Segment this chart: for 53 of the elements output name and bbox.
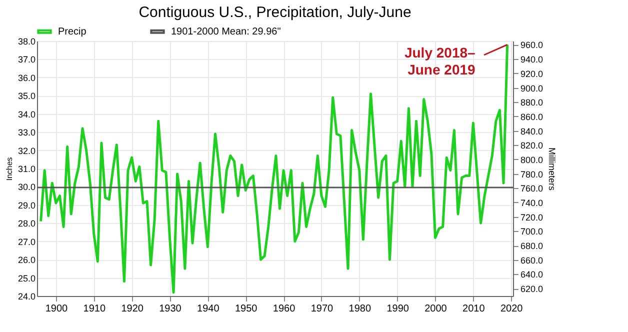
y2-tick-label: 940.0 [520, 54, 544, 65]
y2-tick-label: 820.0 [520, 140, 544, 151]
y2-tick-label: 960.0 [520, 40, 544, 50]
y-tick-label: 35.0 [18, 91, 36, 102]
y-tick-label: 36.0 [18, 72, 36, 83]
y-tick-label: 33.0 [18, 128, 36, 138]
y-tick-label: 34.0 [18, 109, 36, 120]
y2-tick-label: 920.0 [520, 68, 544, 79]
y-tick-label: 31.0 [18, 164, 36, 174]
x-tick-label: 2000 [424, 304, 448, 314]
x-tick-label: 1970 [310, 304, 334, 314]
chart-title: Contiguous U.S., Precipitation, July-June [138, 4, 412, 21]
y2-tick-label: 780.0 [520, 169, 544, 180]
y2-tick-label: 640.0 [520, 270, 544, 280]
y-tick-label: 29.0 [18, 200, 36, 210]
y2-tick-label: 880.0 [520, 98, 544, 108]
x-tick-label: 1940 [197, 304, 220, 314]
y2-tick-label: 700.0 [520, 226, 544, 237]
y2-tick-label: 860.0 [520, 112, 544, 122]
y-tick-label: 26.0 [18, 255, 36, 266]
y2-tick-label: 760.0 [520, 184, 544, 194]
y-tick-label: 27.0 [18, 236, 36, 247]
line-series [40, 43, 509, 294]
annotation: July 2018– June 2019 [404, 44, 476, 78]
y2-tick-label: 800.0 [520, 154, 544, 165]
y-tick-label: 30.0 [18, 182, 36, 192]
y2-tick-label: 740.0 [520, 198, 544, 208]
y2-tick-label: 660.0 [520, 255, 544, 266]
y2-tick-label: 840.0 [520, 126, 544, 136]
x-tick-label: 1910 [83, 304, 106, 314]
y-tick-label: 32.0 [18, 146, 36, 156]
x-tick-label: 1900 [45, 304, 68, 314]
legend-label: 1901-2000 Mean: 29.96" [171, 26, 282, 38]
y2-axis-title: Millimeters [547, 147, 558, 191]
y-axis-title: Inches [4, 157, 14, 181]
x-tick-label: 1990 [386, 304, 410, 314]
y2-tick-label: 720.0 [520, 212, 544, 222]
x-tick-label: 1930 [159, 304, 182, 314]
y-tick-label: 25.0 [18, 273, 36, 284]
y2-tick-label: 620.0 [520, 284, 544, 294]
x-tick-label: 1920 [121, 304, 144, 314]
x-tick-label: 2010 [462, 304, 486, 314]
x-tick-label: 1950 [234, 304, 258, 314]
x-tick-label: 2020 [500, 304, 524, 314]
x-tick-label: 1960 [272, 304, 296, 314]
y-tick-label: 28.0 [18, 218, 36, 229]
y-tick-label: 38.0 [18, 36, 36, 46]
y2-tick-label: 900.0 [520, 83, 544, 94]
legend-label: Precip [58, 26, 87, 38]
y-tick-label: 37.0 [18, 54, 36, 65]
y2-tick-label: 680.0 [520, 241, 544, 252]
x-tick-label: 1980 [348, 304, 372, 314]
y-tick-label: 24.0 [18, 292, 36, 302]
